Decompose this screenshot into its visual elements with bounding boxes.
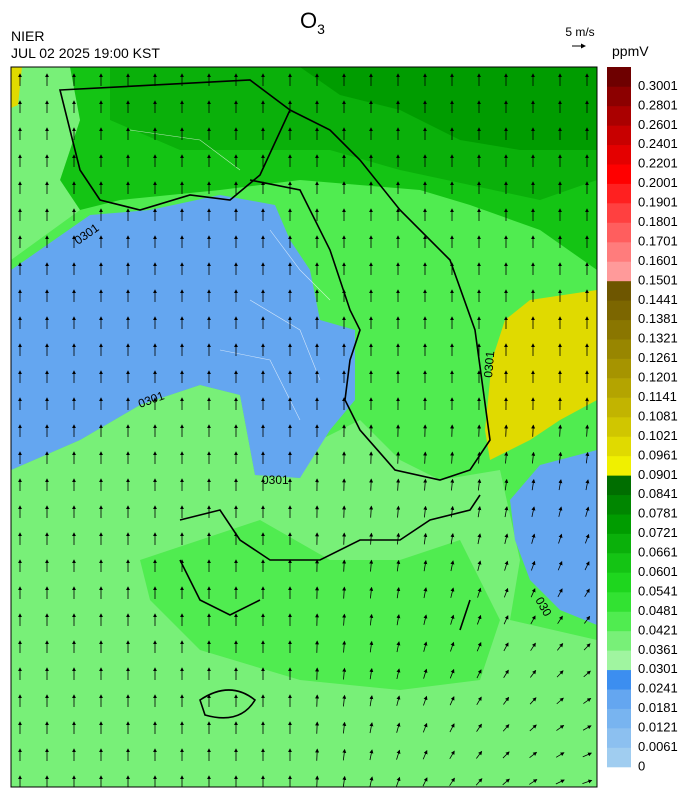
colorbar-label: 0.1381 bbox=[638, 311, 678, 326]
contour-label: 0301 bbox=[481, 350, 497, 378]
colorbar-swatch bbox=[607, 339, 631, 359]
wind-scale-label: 5 m/s bbox=[565, 25, 594, 39]
colorbar-swatch bbox=[607, 534, 631, 554]
colorbar-swatch bbox=[607, 631, 631, 651]
colorbar-swatch bbox=[607, 281, 631, 301]
colorbar-label: 0.0601 bbox=[638, 564, 678, 579]
colorbar-label: 0 bbox=[638, 758, 645, 773]
colorbar-swatch bbox=[607, 650, 631, 670]
colorbar-swatch bbox=[607, 164, 631, 184]
title: O3 bbox=[300, 8, 325, 37]
colorbar-label: 0.1701 bbox=[638, 233, 678, 248]
colorbar-swatch bbox=[607, 106, 631, 126]
colorbar-label: 0.2801 bbox=[638, 97, 678, 112]
colorbar-unit: ppmV bbox=[612, 43, 649, 59]
colorbar-swatch bbox=[607, 475, 631, 495]
colorbar-label: 0.0301 bbox=[638, 661, 678, 676]
colorbar-label: 0.0721 bbox=[638, 525, 678, 540]
colorbar-label: 0.0961 bbox=[638, 447, 678, 462]
colorbar-label: 0.1801 bbox=[638, 214, 678, 229]
colorbar-swatch bbox=[607, 728, 631, 748]
colorbar-swatch bbox=[607, 184, 631, 204]
wind-arrow bbox=[317, 749, 318, 761]
wind-arrow bbox=[317, 776, 318, 787]
colorbar-swatch bbox=[607, 203, 631, 223]
colorbar-label: 0.0901 bbox=[638, 467, 678, 482]
title-main: O bbox=[300, 8, 317, 33]
colorbar-label: 0.1021 bbox=[638, 428, 678, 443]
contour-label: 0301 bbox=[262, 473, 289, 487]
colorbar-swatch bbox=[607, 592, 631, 612]
colorbar-label: 0.2401 bbox=[638, 136, 678, 151]
colorbar-swatch bbox=[607, 67, 631, 87]
colorbar-label: 0.1601 bbox=[638, 253, 678, 268]
colorbar-swatch bbox=[607, 456, 631, 476]
colorbar-label: 0.1081 bbox=[638, 408, 678, 423]
colorbar-swatch bbox=[607, 748, 631, 768]
colorbar-label: 0.0241 bbox=[638, 681, 678, 696]
wind-arrow bbox=[371, 479, 372, 491]
colorbar-label: 0.0661 bbox=[638, 545, 678, 560]
wind-arrow bbox=[344, 533, 345, 545]
colorbar-label: 0.1201 bbox=[638, 370, 678, 385]
colorbar-swatch bbox=[607, 145, 631, 165]
colorbar-label: 0.2001 bbox=[638, 175, 678, 190]
colorbar-label: 0.2601 bbox=[638, 117, 678, 132]
colorbar-label: 0.0841 bbox=[638, 486, 678, 501]
wind-arrow bbox=[506, 425, 507, 436]
colorbar-swatch bbox=[607, 670, 631, 690]
colorbar-label: 0.1261 bbox=[638, 350, 678, 365]
colorbar-label: 0.1141 bbox=[638, 389, 677, 404]
colorbar: 0 0.0061 0.0121 0.0181 0.0241 0.0301 0.0361 0.0… bbox=[607, 67, 678, 773]
colorbar-label: 0.0181 bbox=[638, 700, 678, 715]
map: 0301 0301 0301 0301 030 bbox=[11, 67, 597, 788]
colorbar-swatch bbox=[607, 125, 631, 145]
colorbar-swatch bbox=[607, 86, 631, 106]
colorbar-swatch bbox=[607, 553, 631, 573]
colorbar-label: 0.3001 bbox=[638, 78, 678, 93]
colorbar-label: 0.1321 bbox=[638, 331, 678, 346]
colorbar-label: 0.0361 bbox=[638, 642, 678, 657]
datetime: JUL 02 2025 19:00 KST bbox=[11, 45, 160, 61]
colorbar-label: 0.1901 bbox=[638, 195, 678, 210]
colorbar-swatch bbox=[607, 242, 631, 262]
colorbar-label: 0.0061 bbox=[638, 739, 678, 754]
colorbar-swatch bbox=[607, 320, 631, 340]
colorbar-swatch bbox=[607, 689, 631, 709]
colorbar-label: 0.0781 bbox=[638, 506, 678, 521]
colorbar-swatch bbox=[607, 573, 631, 593]
colorbar-label: 0.1441 bbox=[638, 292, 678, 307]
colorbar-swatch bbox=[607, 223, 631, 243]
colorbar-label: 0.1501 bbox=[638, 272, 678, 287]
colorbar-swatch bbox=[607, 359, 631, 379]
colorbar-label: 0.2201 bbox=[638, 156, 678, 171]
colorbar-swatch bbox=[607, 709, 631, 729]
colorbar-swatch bbox=[607, 398, 631, 418]
colorbar-swatch bbox=[607, 436, 631, 456]
title-sub: 3 bbox=[317, 21, 325, 37]
colorbar-swatch bbox=[607, 514, 631, 534]
colorbar-swatch bbox=[607, 611, 631, 631]
colorbar-swatch bbox=[607, 300, 631, 320]
colorbar-label: 0.0481 bbox=[638, 603, 678, 618]
colorbar-label: 0.0121 bbox=[638, 720, 678, 735]
colorbar-label: 0.0541 bbox=[638, 583, 678, 598]
agency: NIER bbox=[11, 28, 44, 44]
colorbar-swatch bbox=[607, 378, 631, 398]
colorbar-label: 0.0421 bbox=[638, 622, 678, 637]
colorbar-swatch bbox=[607, 495, 631, 515]
colorbar-swatch bbox=[607, 417, 631, 437]
colorbar-swatch bbox=[607, 261, 631, 281]
